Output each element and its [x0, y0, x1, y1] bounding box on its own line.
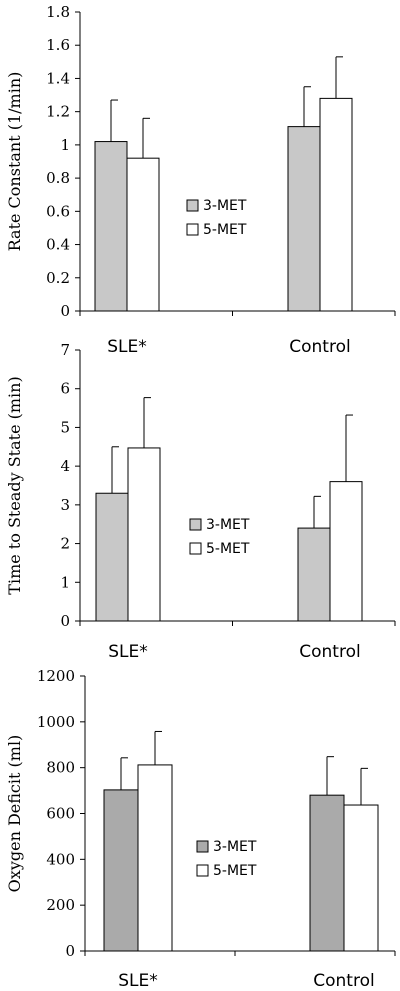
- bar-5-met-1: [127, 447, 161, 622]
- y-tick-label: 3: [60, 496, 70, 514]
- y-tick-label: 0.6: [46, 202, 70, 220]
- y-tick-label: 0.2: [46, 269, 70, 287]
- y-tick-label: 2: [60, 535, 70, 553]
- y-axis-title: Time to Steady State (min): [5, 376, 24, 594]
- y-tick-label: 1.2: [46, 103, 70, 121]
- y-tick-label: 7: [60, 341, 70, 359]
- legend-swatch: [186, 223, 199, 236]
- legend-label: 3-MET: [213, 839, 257, 855]
- bar-3-met-2: [309, 794, 345, 952]
- legend-swatch: [189, 542, 202, 555]
- y-tick-label: 1.8: [46, 3, 70, 21]
- bar-3-met-1: [103, 789, 139, 952]
- legend-label: 5-MET: [206, 541, 250, 557]
- category-label: SLE*: [118, 971, 158, 991]
- y-tick-label: 200: [46, 896, 75, 914]
- y-axis-title: Rate Constant (1/min): [5, 72, 24, 252]
- bar-5-met-1: [137, 764, 173, 952]
- bar-5-met-1: [126, 157, 160, 312]
- bar-3-met-2: [287, 126, 321, 312]
- bar-3-met-2: [297, 527, 331, 622]
- bar-3-met-1: [94, 141, 128, 312]
- legend-swatch: [196, 840, 209, 853]
- y-tick-label: 1.4: [46, 69, 70, 87]
- legend-label: 5-MET: [213, 863, 257, 879]
- category-label: Control: [313, 971, 374, 991]
- category-label: SLE*: [108, 642, 148, 662]
- bar-5-met-2: [329, 481, 363, 622]
- y-tick-label: 5: [60, 418, 70, 436]
- y-tick-label: 4: [60, 457, 70, 475]
- y-tick-label: 0: [60, 612, 70, 630]
- y-tick-label: 0: [60, 302, 70, 320]
- legend-label: 3-MET: [206, 517, 250, 533]
- y-tick-label: 1200: [37, 667, 75, 685]
- legend-swatch: [186, 199, 199, 212]
- chart-panel-1: 0 0.2 0.4 0.6 0.8 1 1.2 1.4 1.6 1.8 Rate Constant …: [5, 3, 396, 357]
- y-tick-label: 6: [60, 380, 70, 398]
- bar-5-met-2: [319, 97, 353, 312]
- bar-3-met-1: [95, 492, 129, 622]
- category-label: SLE*: [107, 337, 147, 357]
- y-tick-label: 0.8: [46, 169, 70, 187]
- y-tick-label: 0.4: [46, 236, 70, 254]
- y-tick-label: 0: [65, 942, 75, 960]
- y-axis-title: Oxygen Deficit (ml): [5, 735, 24, 893]
- chart-panel-2: 0 1 2 3 4 5 6 7 Time to Steady State (min) SLE* Co…: [5, 341, 396, 662]
- y-tick-label: 1000: [37, 713, 75, 731]
- y-tick-label: 600: [46, 805, 75, 823]
- y-tick-label: 1: [60, 573, 70, 591]
- legend-swatch: [189, 518, 202, 531]
- y-tick-label: 1: [60, 136, 70, 154]
- y-tick-label: 400: [46, 850, 75, 868]
- legend-swatch: [196, 864, 209, 877]
- y-tick-label: 1.6: [46, 36, 70, 54]
- legend-label: 3-MET: [203, 198, 247, 214]
- category-label: Control: [289, 337, 350, 357]
- y-tick-label: 800: [46, 759, 75, 777]
- bar-5-met-2: [343, 804, 379, 952]
- category-label: Control: [299, 642, 360, 662]
- legend-label: 5-MET: [203, 222, 247, 238]
- chart-panel-3: 0 200 400 600 800 1000 1200 Oxygen Deficit (ml)…: [5, 667, 396, 991]
